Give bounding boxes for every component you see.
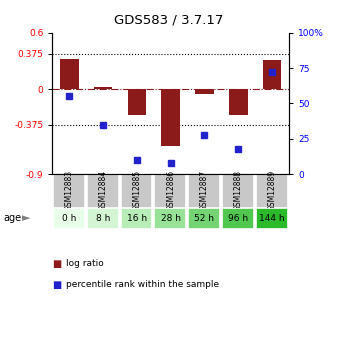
Bar bbox=[121, 174, 152, 208]
Text: GSM12883: GSM12883 bbox=[65, 170, 74, 211]
Text: age: age bbox=[3, 214, 22, 224]
Bar bbox=[53, 174, 85, 208]
Bar bbox=[162, 89, 180, 146]
Text: 144 h: 144 h bbox=[259, 214, 285, 223]
Text: GSM12884: GSM12884 bbox=[99, 170, 107, 211]
Bar bbox=[229, 89, 247, 115]
Text: GSM12887: GSM12887 bbox=[200, 170, 209, 211]
Bar bbox=[188, 174, 220, 208]
Text: ■: ■ bbox=[52, 280, 62, 289]
Text: 96 h: 96 h bbox=[228, 214, 248, 223]
Bar bbox=[256, 174, 288, 208]
Bar bbox=[121, 208, 152, 229]
Text: percentile rank within the sample: percentile rank within the sample bbox=[66, 280, 219, 289]
Bar bbox=[128, 89, 146, 115]
Text: 28 h: 28 h bbox=[161, 214, 181, 223]
Bar bbox=[195, 89, 214, 94]
Text: 8 h: 8 h bbox=[96, 214, 110, 223]
Bar bbox=[222, 208, 254, 229]
Bar bbox=[188, 208, 220, 229]
Text: GDS583 / 3.7.17: GDS583 / 3.7.17 bbox=[114, 14, 224, 27]
Bar bbox=[154, 208, 186, 229]
Text: ►: ► bbox=[22, 214, 30, 224]
Text: log ratio: log ratio bbox=[66, 259, 104, 268]
Text: 52 h: 52 h bbox=[194, 214, 215, 223]
Text: GSM12889: GSM12889 bbox=[268, 170, 276, 211]
Bar bbox=[256, 208, 288, 229]
Text: GSM12885: GSM12885 bbox=[132, 170, 141, 211]
Text: GSM12886: GSM12886 bbox=[166, 170, 175, 211]
Text: 0 h: 0 h bbox=[62, 214, 76, 223]
Text: GSM12888: GSM12888 bbox=[234, 170, 243, 211]
Text: ■: ■ bbox=[52, 259, 62, 269]
Bar bbox=[94, 87, 113, 89]
Bar bbox=[222, 174, 254, 208]
Bar bbox=[53, 208, 85, 229]
Bar bbox=[87, 174, 119, 208]
Bar bbox=[87, 208, 119, 229]
Bar bbox=[154, 174, 186, 208]
Bar bbox=[263, 60, 281, 89]
Bar bbox=[60, 59, 78, 89]
Text: 16 h: 16 h bbox=[127, 214, 147, 223]
